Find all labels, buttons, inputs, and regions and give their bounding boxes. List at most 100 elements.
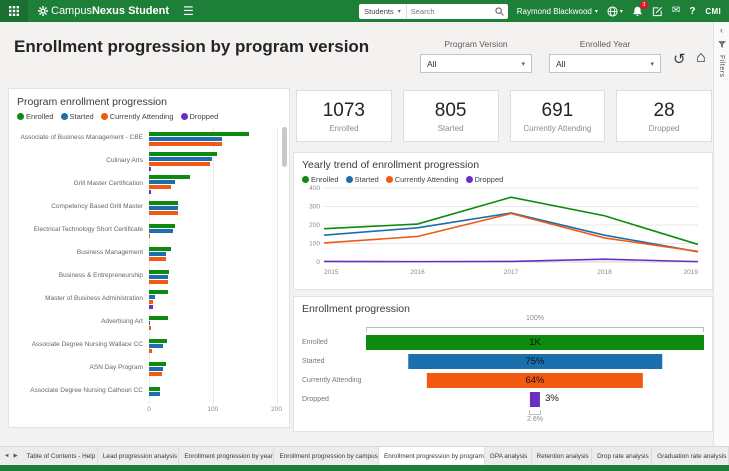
kpi-value: 805	[434, 99, 467, 121]
cmi-label[interactable]: CMI	[705, 6, 721, 16]
notifications-button[interactable]: 3	[632, 0, 648, 17]
enrolled-year-select[interactable]: All ▾	[549, 54, 661, 73]
y-tick-label: 200	[309, 222, 320, 229]
line-series-enrolled[interactable]	[323, 196, 699, 246]
app-launcher-button[interactable]	[0, 0, 28, 22]
bar-group	[149, 200, 179, 215]
bar-enrolled[interactable]	[149, 338, 167, 343]
bar-started[interactable]	[149, 274, 168, 279]
compose-button[interactable]	[652, 6, 663, 17]
brand-logo[interactable]: CampusNexus Student	[38, 5, 169, 17]
bar-dropped[interactable]	[149, 167, 151, 171]
bar-currently-attending[interactable]	[149, 348, 153, 353]
search-button[interactable]	[491, 6, 508, 16]
home-button[interactable]: ⌂	[696, 50, 706, 66]
bar-started[interactable]	[149, 251, 167, 256]
tab-graduation-rate-analysis[interactable]: Graduation rate analysis	[652, 447, 729, 465]
bar-started[interactable]	[149, 392, 161, 396]
bar-started[interactable]	[149, 320, 151, 325]
bar-currently-attending[interactable]	[149, 300, 153, 304]
legend-item[interactable]: Dropped	[465, 175, 503, 184]
hamburger-menu-icon[interactable]: ☰	[183, 4, 194, 18]
bar-enrolled[interactable]	[149, 361, 166, 366]
bar-enrolled[interactable]	[149, 175, 190, 179]
program-version-select[interactable]: All ▾	[420, 54, 532, 73]
bar-started[interactable]	[149, 180, 175, 184]
language-globe-button[interactable]: ▾	[607, 5, 623, 17]
funnel-bar-dropped[interactable]	[529, 392, 541, 407]
mail-button[interactable]: ✉	[672, 6, 680, 16]
funnel-bar-currently-attending[interactable]: 64%	[426, 373, 644, 388]
legend-item[interactable]: Started	[345, 175, 379, 184]
legend-item[interactable]: Enrolled	[17, 112, 54, 121]
bar-started[interactable]	[149, 205, 178, 210]
filter-funnel-icon[interactable]	[717, 41, 726, 49]
filters-rail-label[interactable]: Filters	[718, 55, 725, 78]
bar-chart-row: Culinary Arts	[17, 150, 281, 173]
bar-enrolled[interactable]	[149, 223, 175, 228]
tab-next-icon[interactable]: ▶	[13, 453, 18, 459]
bar-currently-attending[interactable]	[149, 256, 167, 261]
legend-item[interactable]: Currently Attending	[385, 175, 459, 184]
line-series-currently-attending[interactable]	[323, 212, 699, 253]
bar-currently-attending[interactable]	[149, 371, 162, 376]
legend-dot-icon	[465, 176, 473, 183]
tab-prev-icon[interactable]: ◄	[4, 453, 10, 459]
bar-enrolled[interactable]	[149, 290, 168, 294]
reset-filters-button[interactable]: ↺	[673, 52, 686, 67]
chart-scrollbar[interactable]	[282, 127, 287, 167]
funnel-100-label: 100%	[526, 315, 544, 322]
tab-gpa-analysis[interactable]: GPA analysis	[485, 447, 532, 465]
bar-currently-attending[interactable]	[149, 233, 151, 238]
help-button[interactable]: ?	[689, 6, 695, 17]
bar-currently-attending[interactable]	[149, 325, 151, 330]
bar-dropped[interactable]	[149, 190, 151, 194]
bar-currently-attending[interactable]	[149, 185, 172, 189]
bar-currently-attending[interactable]	[149, 210, 178, 215]
x-axis-tick-label: 200	[271, 406, 283, 413]
bar-enrolled[interactable]	[149, 387, 161, 391]
line-series-started[interactable]	[323, 212, 699, 253]
user-menu[interactable]: Raymond Blackwood ▾	[517, 7, 598, 16]
line-series-dropped[interactable]	[323, 258, 699, 263]
tab-enrollment-progression-by-campus[interactable]: Enrollment progression by campus	[274, 447, 379, 465]
bar-started[interactable]	[149, 136, 223, 141]
legend-item[interactable]: Enrolled	[302, 175, 339, 184]
bar-started[interactable]	[149, 228, 174, 233]
bar-enrolled[interactable]	[149, 246, 171, 251]
kpi-card-currently-attending[interactable]: 691 Currently Attending	[509, 90, 606, 142]
collapse-chevron-icon[interactable]: ‹	[720, 25, 723, 35]
bar-currently-attending[interactable]	[149, 162, 210, 166]
tab-retention-analysis[interactable]: Retention analysis	[532, 447, 593, 465]
tab-enrollment-progression-by-year[interactable]: Enrollment progression by year	[179, 447, 275, 465]
bar-enrolled[interactable]	[149, 315, 168, 320]
legend-item[interactable]: Started	[60, 112, 94, 121]
bar-enrolled[interactable]	[149, 200, 179, 205]
legend-item[interactable]: Dropped	[180, 112, 218, 121]
legend-item[interactable]: Currently Attending	[100, 112, 174, 121]
kpi-label: Enrolled	[329, 123, 359, 133]
search-input[interactable]	[406, 6, 491, 16]
kpi-card-dropped[interactable]: 28 Dropped	[616, 90, 712, 142]
bar-currently-attending[interactable]	[149, 141, 222, 146]
legend-dot-icon	[60, 113, 68, 120]
bar-started[interactable]	[149, 366, 164, 371]
bar-started[interactable]	[149, 343, 164, 348]
kpi-card-enrolled[interactable]: 1073 Enrolled	[296, 90, 392, 142]
bar-started[interactable]	[149, 295, 156, 299]
selected-value: All	[427, 58, 437, 69]
bar-currently-attending[interactable]	[149, 279, 169, 284]
search-scope-select[interactable]: Students ▾	[359, 3, 407, 19]
tab-table-of-contents-help[interactable]: Table of Contents - Help	[22, 447, 98, 465]
bar-enrolled[interactable]	[149, 269, 169, 274]
bar-enrolled[interactable]	[149, 131, 250, 136]
bar-dropped[interactable]	[149, 305, 153, 309]
funnel-bar-enrolled[interactable]: 1K	[366, 335, 704, 350]
tab-drop-rate-analysis[interactable]: Drop rate analysis	[592, 447, 653, 465]
kpi-card-started[interactable]: 805 Started	[402, 90, 499, 142]
bar-started[interactable]	[149, 157, 212, 161]
funnel-bar-started[interactable]: 75%	[408, 354, 662, 369]
tab-enrollment-progression-by-program[interactable]: Enrollment progression by program	[378, 447, 485, 465]
tab-lead-progression-analysis[interactable]: Lead progression analysis	[98, 447, 180, 465]
bar-enrolled[interactable]	[149, 152, 217, 156]
